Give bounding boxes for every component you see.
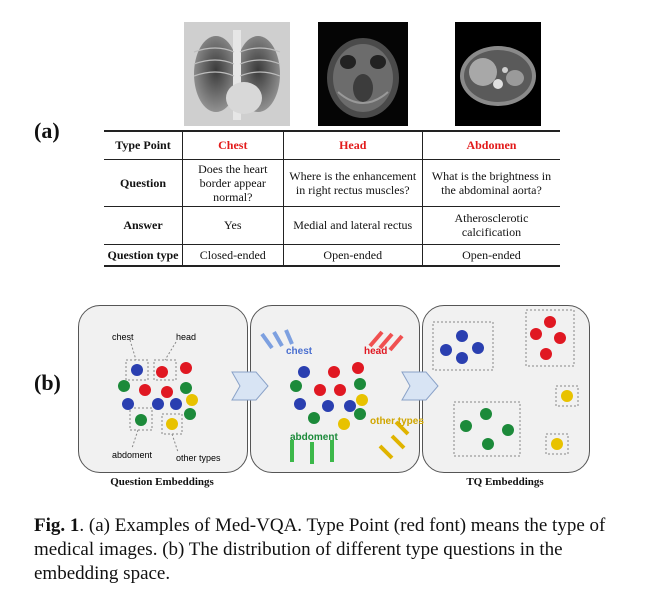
cell-question-head: Where is the enhancement in right rectus… [282,159,423,206]
embedding-diagram: chest head abdoment other types chest he… [112,309,579,464]
figure-caption: Fig. 1. (a) Examples of Med-VQA. Type Po… [34,514,634,586]
chest-arrows [260,329,294,350]
mid-label-abdoment: abdoment [290,432,338,443]
chevron-arrow-2 [401,371,439,401]
chevron-arrow-1 [231,371,269,401]
cell-qtype-chest: Closed-ended [182,244,284,266]
middle-cluster-dots [290,362,368,430]
left-label-chest: chest [112,332,134,342]
cell-question-chest: Does the heart border appear normal? [182,159,284,206]
header-chest: Chest [182,131,284,159]
mid-label-other: other types [370,416,424,427]
header-head: Head [282,131,423,159]
cell-question-abdomen: What is the brightness in the abdominal … [421,159,560,206]
cell-qtype-abdomen: Open-ended [421,244,560,266]
left-label-head: head [176,332,196,342]
mid-label-head: head [364,346,387,357]
tq-embeddings-caption: TQ Embeddings [466,476,544,488]
abdomen-ct-image [455,22,541,126]
row-label-answer: Answer [123,218,163,232]
figure-caption-text: . (a) Examples of Med-VQA. Type Point (r… [34,515,606,584]
vqa-examples-table: Type Point Chest Head Abdomen Question D… [104,130,560,267]
head-arrows [368,330,404,352]
header-abdomen: Abdomen [421,131,560,159]
cell-answer-head: Medial and lateral rectus [282,206,423,244]
panel-b-label: (b) [34,370,61,395]
abdoment-arrows [290,440,334,464]
figure-number: Fig. 1 [34,515,80,536]
cell-answer-abdomen: Atherosclerotic calcification [421,206,560,244]
cell-qtype-head: Open-ended [282,244,423,266]
row-label-question: Question [119,175,166,190]
left-label-other: other types [176,453,221,463]
row-label-question-type: Question type [107,247,179,262]
panel-a-label: (a) [34,118,60,143]
left-cluster-dots [118,339,198,453]
chest-xray-image [184,22,290,126]
head-mri-image [318,22,408,126]
cell-answer-chest: Yes [182,206,284,244]
left-label-abdoment: abdoment [112,450,153,460]
other-arrows [378,420,410,460]
question-embeddings-caption: Question Embeddings [110,476,214,488]
right-cluster-dots [432,309,579,457]
mid-label-chest: chest [286,346,313,357]
header-type-point: Type Point [115,138,171,153]
